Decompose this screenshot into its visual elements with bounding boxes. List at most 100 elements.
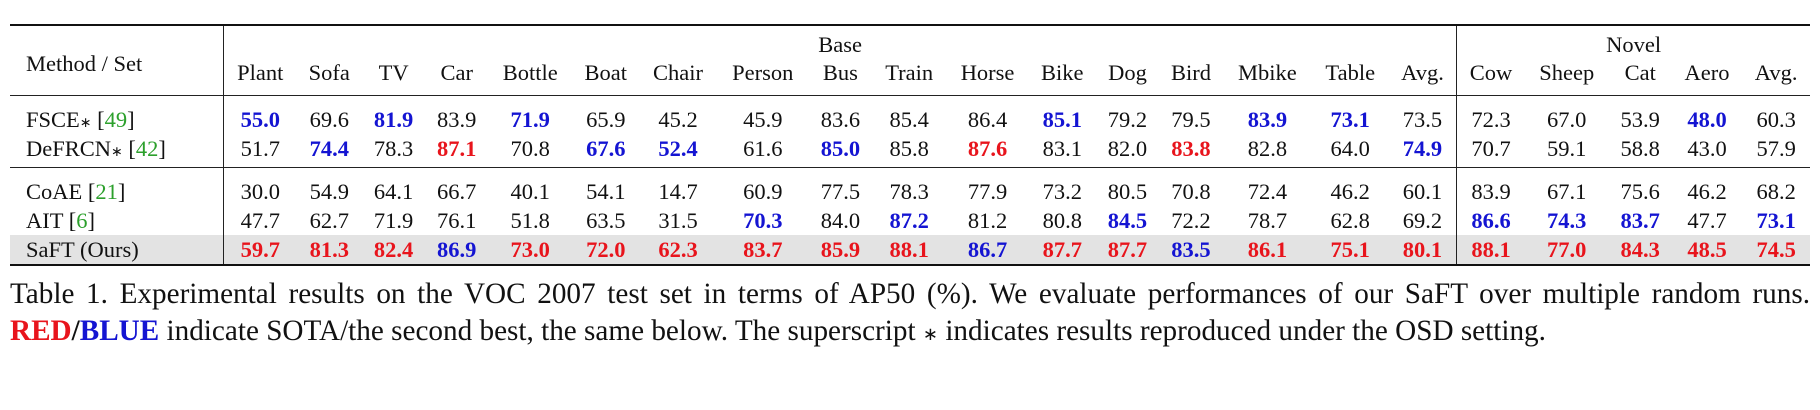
- table-section: FSCE∗ [49] 55.0 69.6 81.9 83.9 71.9 65.9 45.2 45…: [10, 95, 1810, 168]
- value-cell: 72.4: [1247, 178, 1288, 204]
- value-cell: 83.7: [1620, 207, 1660, 233]
- value-cell: 46.2: [1687, 178, 1727, 204]
- value-cell: 78.3: [889, 178, 929, 204]
- text-span: 42: [135, 135, 159, 161]
- text-span: BLUE: [79, 315, 160, 347]
- value-cell: 88.1: [889, 236, 929, 262]
- value-cell: 88.1: [1471, 236, 1511, 262]
- value-cell: 70.8: [1171, 178, 1211, 204]
- value-cell: 69.2: [1388, 206, 1458, 235]
- text-span: [: [91, 106, 105, 132]
- value-cell: 79.5: [1171, 106, 1211, 132]
- method-cell: SaFT (Ours): [10, 235, 225, 265]
- value-cell: 62.8: [1330, 207, 1370, 233]
- value-cell: 86.9: [437, 236, 477, 262]
- value-cell: 60.9: [743, 178, 783, 204]
- value-cell: 54.9: [309, 178, 349, 204]
- value-cell: 79.2: [1107, 106, 1148, 132]
- column-header: Dog: [1108, 59, 1147, 85]
- value-cell: 82.8: [1247, 135, 1288, 161]
- text-span: ]: [158, 135, 166, 161]
- value-cell: 80.8: [1042, 207, 1082, 233]
- value-cell: 81.3: [309, 236, 349, 262]
- text-span: ]: [117, 178, 126, 204]
- column-header: Car: [440, 59, 473, 85]
- value-cell: 73.5: [1388, 95, 1458, 134]
- text-span: RED: [10, 315, 72, 347]
- table-head: Method / Set Base Novel Plant Sofa TV Car Bot…: [10, 25, 1810, 96]
- text-span: AIT [: [26, 207, 77, 233]
- value-cell: 57.9: [1756, 135, 1796, 161]
- value-cell: 73.1: [1756, 207, 1796, 233]
- text-span: [: [122, 135, 136, 161]
- table-wrap: Method / Set Base Novel Plant Sofa TV Car Bot…: [10, 24, 1810, 266]
- text-span: indicates results reproduced under the O…: [938, 315, 1546, 347]
- value-cell: 87.7: [1107, 236, 1148, 262]
- value-cell: 83.1: [1042, 135, 1082, 161]
- value-cell: 70.8: [510, 135, 550, 161]
- value-cell: 81.9: [373, 106, 414, 132]
- value-cell: 72.0: [586, 236, 626, 262]
- column-header: Person: [732, 59, 794, 85]
- value-cell: 48.5: [1687, 236, 1727, 262]
- method-cell: CoAE [21]: [10, 167, 225, 206]
- value-cell: 47.7: [240, 207, 280, 233]
- value-cell: 47.7: [1687, 207, 1727, 233]
- value-cell: 86.7: [967, 236, 1008, 262]
- value-cell: 45.2: [658, 106, 698, 132]
- value-cell: 77.0: [1547, 236, 1587, 262]
- value-cell: 74.5: [1756, 236, 1796, 262]
- value-cell: 83.5: [1171, 236, 1211, 262]
- column-header: Bike: [1041, 59, 1084, 85]
- value-cell: 62.7: [309, 207, 349, 233]
- value-cell: 46.2: [1330, 178, 1370, 204]
- value-cell: 69.6: [309, 106, 349, 132]
- table-row: SaFT (Ours) 59.7 81.3 82.4 86.9 73.0 72.0 62.3 8…: [10, 235, 1810, 265]
- column-header: Avg.: [1388, 58, 1458, 96]
- text-span: ]: [87, 207, 95, 233]
- value-cell: 72.3: [1471, 106, 1511, 132]
- value-cell: 60.3: [1756, 106, 1796, 132]
- value-cell: 53.9: [1620, 106, 1660, 132]
- value-cell: 83.8: [1171, 135, 1211, 161]
- value-cell: 48.0: [1687, 106, 1727, 132]
- value-cell: 78.7: [1247, 207, 1288, 233]
- value-cell: 55.0: [240, 106, 280, 132]
- value-cell: 74.9: [1388, 134, 1458, 168]
- value-cell: 63.5: [586, 207, 626, 233]
- group-header: Novel: [1606, 32, 1662, 57]
- column-header: Bird: [1170, 59, 1211, 85]
- column-header: Sheep: [1539, 59, 1595, 85]
- column-header: Boat: [584, 59, 628, 85]
- column-header: Aero: [1684, 59, 1730, 85]
- value-cell: 83.9: [1471, 178, 1511, 204]
- text-span: /: [71, 315, 80, 347]
- value-cell: 66.7: [437, 178, 477, 204]
- column-header: Horse: [960, 59, 1015, 85]
- method-header: Method / Set: [10, 25, 225, 96]
- value-cell: 84.3: [1620, 236, 1660, 262]
- value-cell: 51.7: [240, 135, 280, 161]
- column-header: Plant: [237, 59, 284, 85]
- table-section: CoAE [21] 30.0 54.9 64.1 66.7 40.1 54.1 14.7 60.…: [10, 167, 1810, 265]
- value-cell: 64.0: [1330, 135, 1370, 161]
- value-cell: 73.2: [1042, 178, 1082, 204]
- value-cell: 70.7: [1471, 135, 1511, 161]
- value-cell: 60.1: [1388, 167, 1458, 206]
- value-cell: 67.0: [1547, 106, 1587, 132]
- column-header: Bus: [822, 59, 858, 85]
- value-cell: 80.5: [1107, 178, 1148, 204]
- group-header: Base: [223, 25, 1458, 58]
- text-span: FSCE: [26, 106, 80, 132]
- column-header: Bottle: [502, 59, 558, 85]
- table-row: DeFRCN∗ [42] 51.7 74.4 78.3 87.1 70.8 67.6 52.4…: [10, 134, 1810, 168]
- value-cell: 45.9: [743, 106, 783, 132]
- value-cell: 59.7: [240, 236, 280, 262]
- value-cell: 87.2: [889, 207, 929, 233]
- value-cell: 84.5: [1107, 207, 1148, 233]
- value-cell: 82.0: [1107, 135, 1148, 161]
- value-cell: 75.1: [1330, 236, 1370, 262]
- text-span: indicate SOTA/the second best, the same …: [159, 315, 923, 347]
- value-cell: 83.9: [1247, 106, 1288, 132]
- value-cell: 86.1: [1247, 236, 1288, 262]
